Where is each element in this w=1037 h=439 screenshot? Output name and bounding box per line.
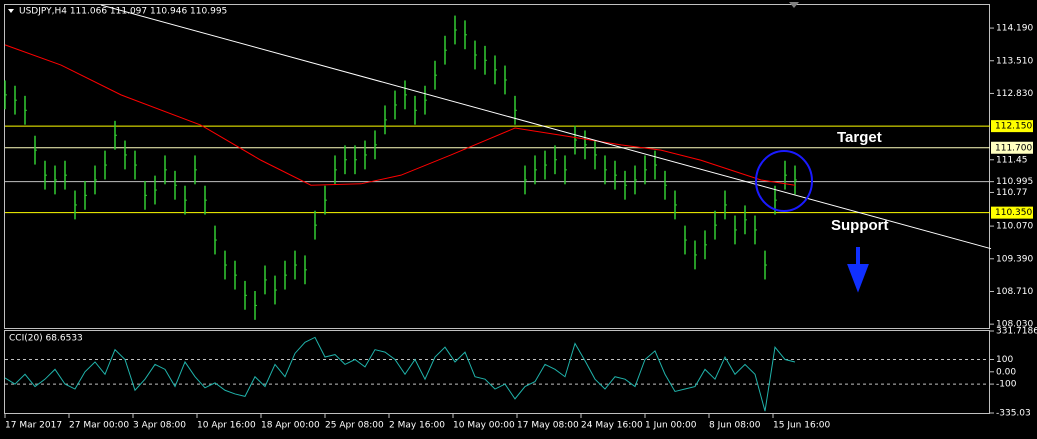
y-tick-label: 108.710 bbox=[996, 287, 1033, 297]
x-tick-label: 17 May 08:00 bbox=[517, 421, 579, 431]
shift-marker[interactable] bbox=[789, 2, 799, 8]
y-tick-label: 110.995 bbox=[996, 177, 1033, 187]
down-arrow bbox=[847, 247, 869, 293]
trend-line bbox=[100, 4, 992, 250]
x-tick-label: 10 May 00:00 bbox=[453, 421, 515, 431]
y-tick-label: 100 bbox=[996, 355, 1013, 365]
y-tick-label: 111.45 bbox=[996, 155, 1028, 165]
level-label: 111.700 bbox=[995, 143, 1032, 153]
x-tick-label: 8 Jun 08:00 bbox=[709, 421, 761, 431]
x-tick-label: 15 Jun 16:00 bbox=[773, 421, 830, 431]
x-tick-label: 3 Apr 08:00 bbox=[133, 421, 186, 431]
x-tick-label: 1 Jun 00:00 bbox=[645, 421, 697, 431]
y-tick-label: 109.390 bbox=[996, 254, 1033, 264]
annotation-target: Target bbox=[837, 129, 882, 146]
y-tick-label: 110.070 bbox=[996, 222, 1033, 232]
price-panel-frame bbox=[4, 4, 990, 329]
x-tick-label: 10 Apr 16:00 bbox=[197, 421, 256, 431]
x-tick-label: 25 Apr 08:00 bbox=[325, 421, 384, 431]
level-label: 110.350 bbox=[995, 208, 1032, 218]
y-tick-label: 113.510 bbox=[996, 56, 1033, 66]
y-tick-label: 110.77 bbox=[996, 188, 1028, 198]
y-tick-label: 0.00 bbox=[996, 367, 1016, 377]
y-tick-label: -335.03 bbox=[996, 409, 1031, 419]
x-tick-label: 2 May 16:00 bbox=[389, 421, 445, 431]
x-tick-label: 24 May 16:00 bbox=[581, 421, 643, 431]
y-tick-label: 108.030 bbox=[996, 320, 1033, 330]
y-tick-label: 331.7186 bbox=[996, 327, 1037, 337]
x-tick-label: 27 Mar 00:00 bbox=[69, 421, 129, 431]
menu-arrow[interactable] bbox=[8, 9, 14, 13]
moving-average bbox=[4, 44, 796, 186]
annotation-support: Support bbox=[831, 217, 889, 234]
level-label: 112.150 bbox=[995, 122, 1032, 132]
level-label-box bbox=[991, 120, 1033, 133]
highlight-circle bbox=[755, 150, 813, 212]
cci-panel-frame bbox=[4, 330, 990, 414]
y-tick-label: 114.190 bbox=[996, 24, 1033, 34]
y-tick-label: -100 bbox=[996, 380, 1017, 390]
cci-line bbox=[4, 336, 796, 412]
level-label-box bbox=[991, 206, 1033, 219]
x-tick-label: 18 Apr 00:00 bbox=[261, 421, 320, 431]
cci-header: CCI(20) 68.6533 bbox=[9, 334, 83, 344]
x-tick-label: 17 Mar 2017 bbox=[5, 421, 62, 431]
level-label-box bbox=[991, 141, 1033, 154]
y-tick-label: 112.830 bbox=[996, 89, 1033, 99]
